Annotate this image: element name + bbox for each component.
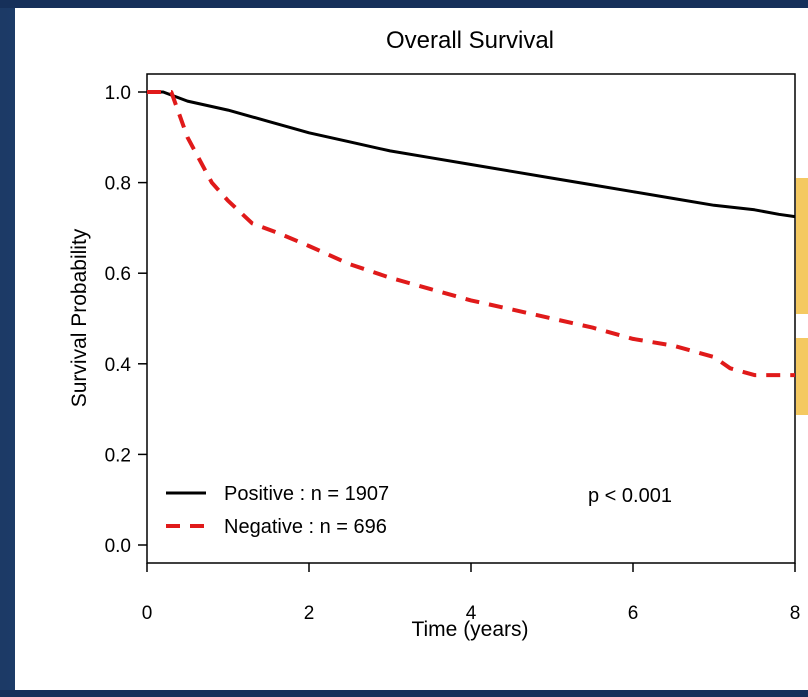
accent-bar-lower bbox=[796, 338, 808, 415]
x-tick-label: 4 bbox=[466, 603, 477, 624]
legend-label: Negative : n = 696 bbox=[224, 516, 387, 538]
y-tick-label: 0.2 bbox=[105, 445, 131, 466]
y-tick-label: 0.4 bbox=[105, 355, 132, 376]
y-tick-label: 0.8 bbox=[105, 174, 131, 195]
accent-bar-upper bbox=[796, 178, 808, 314]
legend: Positive : n = 1907 Negative : n = 696 bbox=[166, 483, 389, 538]
y-tick-label: 0.6 bbox=[105, 264, 131, 285]
x-tick-label: 0 bbox=[142, 603, 153, 624]
slide-top-border bbox=[0, 0, 808, 8]
axes-group: 0.0 0.2 0.4 0.6 0.8 1.0 0 2 4 6 8 bbox=[105, 73, 801, 624]
y-axis-label: Survival Probability bbox=[68, 228, 91, 407]
slide-bottom-border bbox=[0, 690, 808, 697]
y-tick-label: 1.0 bbox=[105, 83, 131, 104]
x-axis-label: Time (years) bbox=[411, 618, 528, 641]
p-value-annotation: p < 0.001 bbox=[588, 485, 672, 507]
x-tick-label: 6 bbox=[628, 603, 639, 624]
x-tick-label: 2 bbox=[304, 603, 315, 624]
y-tick-label: 0.0 bbox=[105, 536, 131, 557]
legend-label: Positive : n = 1907 bbox=[224, 483, 389, 505]
series-line-positive bbox=[147, 90, 796, 219]
x-tick-label: 8 bbox=[790, 603, 801, 624]
chart-title: Overall Survival bbox=[386, 27, 554, 54]
series-group bbox=[147, 90, 796, 378]
series-line-negative bbox=[147, 90, 795, 378]
